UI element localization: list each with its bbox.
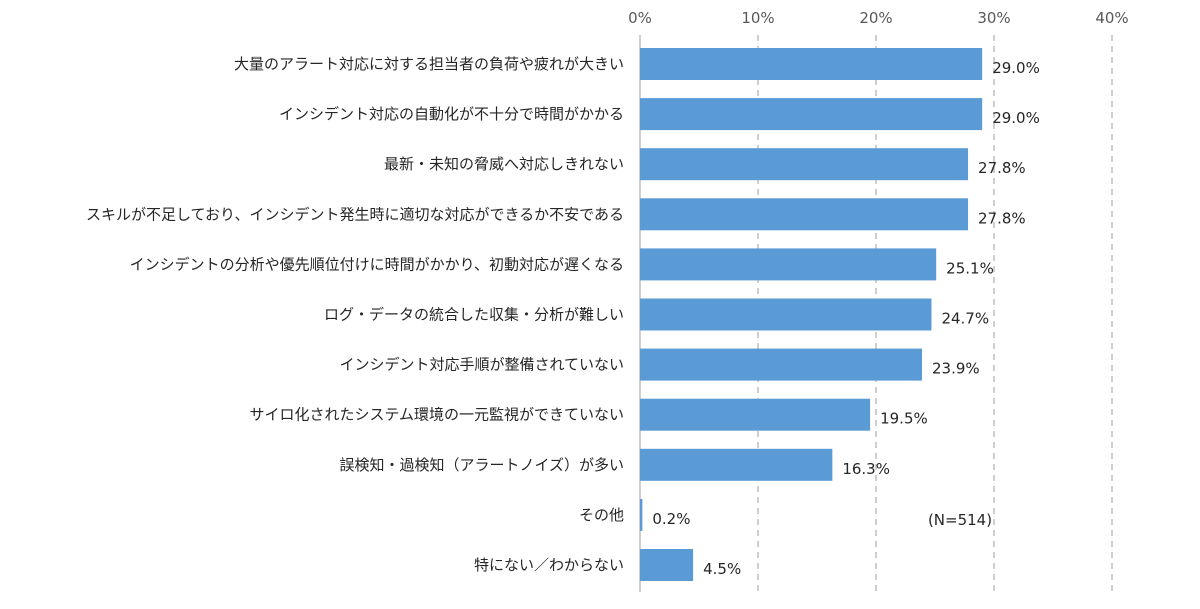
data-label: 19.5% — [880, 410, 928, 428]
bar — [640, 248, 937, 281]
data-label: 24.7% — [941, 310, 989, 328]
bar — [640, 498, 643, 531]
x-tick-label: 30% — [977, 9, 1010, 27]
category-label: 特にない／わからない — [474, 556, 624, 574]
category-label: 最新・未知の脅威へ対応しきれない — [384, 155, 624, 173]
bar — [640, 98, 983, 131]
bars — [640, 48, 983, 581]
bar — [640, 448, 833, 481]
sample-size-note: (N=514) — [928, 511, 992, 529]
category-label: その他 — [579, 506, 624, 524]
data-label: 27.8% — [978, 159, 1026, 177]
category-labels: 大量のアラート対応に対する担当者の負荷や疲れが大きいインシデント対応の自動化が不… — [86, 55, 624, 574]
bar — [640, 148, 969, 181]
data-label: 29.0% — [992, 59, 1040, 77]
category-label: サイロ化されたシステム環境の一元監視ができていない — [249, 406, 624, 424]
x-tick-label: 20% — [859, 9, 892, 27]
bar — [640, 198, 969, 231]
bar — [640, 398, 871, 431]
category-label: 誤検知・過検知（アラートノイズ）が多い — [339, 456, 624, 474]
x-tick-label: 0% — [628, 9, 652, 27]
bar — [640, 298, 932, 331]
data-label: 0.2% — [652, 510, 690, 528]
category-label: 大量のアラート対応に対する担当者の負荷や疲れが大きい — [234, 55, 624, 73]
data-label: 16.3% — [842, 460, 890, 478]
bar — [640, 348, 923, 381]
bar — [640, 48, 983, 80]
x-axis-ticks: 0% 10% 20% 30% 40% — [628, 9, 1129, 27]
x-tick-label: 40% — [1095, 9, 1128, 27]
data-label: 29.0% — [992, 109, 1040, 127]
data-labels: 29.0% 29.0% 27.8% 27.8% 25.1% 24.7% 23.9% 19.5%… — [652, 59, 1039, 578]
category-label: インシデント対応の自動化が不十分で時間がかかる — [279, 105, 624, 123]
data-label: 4.5% — [703, 560, 741, 578]
data-label: 25.1% — [946, 259, 994, 277]
category-label: ログ・データの統合した収集・分析が難しい — [324, 306, 624, 324]
data-label: 23.9% — [932, 360, 980, 378]
bar — [640, 549, 694, 581]
x-tick-label: 10% — [741, 9, 774, 27]
category-label: インシデントの分析や優先順位付けに時間がかかり、初動対応が遅くなる — [130, 255, 624, 273]
category-label: スキルが不足しており、インシデント発生時に適切な対応ができるか不安である — [86, 205, 624, 223]
data-label: 27.8% — [978, 209, 1026, 227]
category-label: インシデント対応手順が整備されていない — [339, 356, 624, 374]
